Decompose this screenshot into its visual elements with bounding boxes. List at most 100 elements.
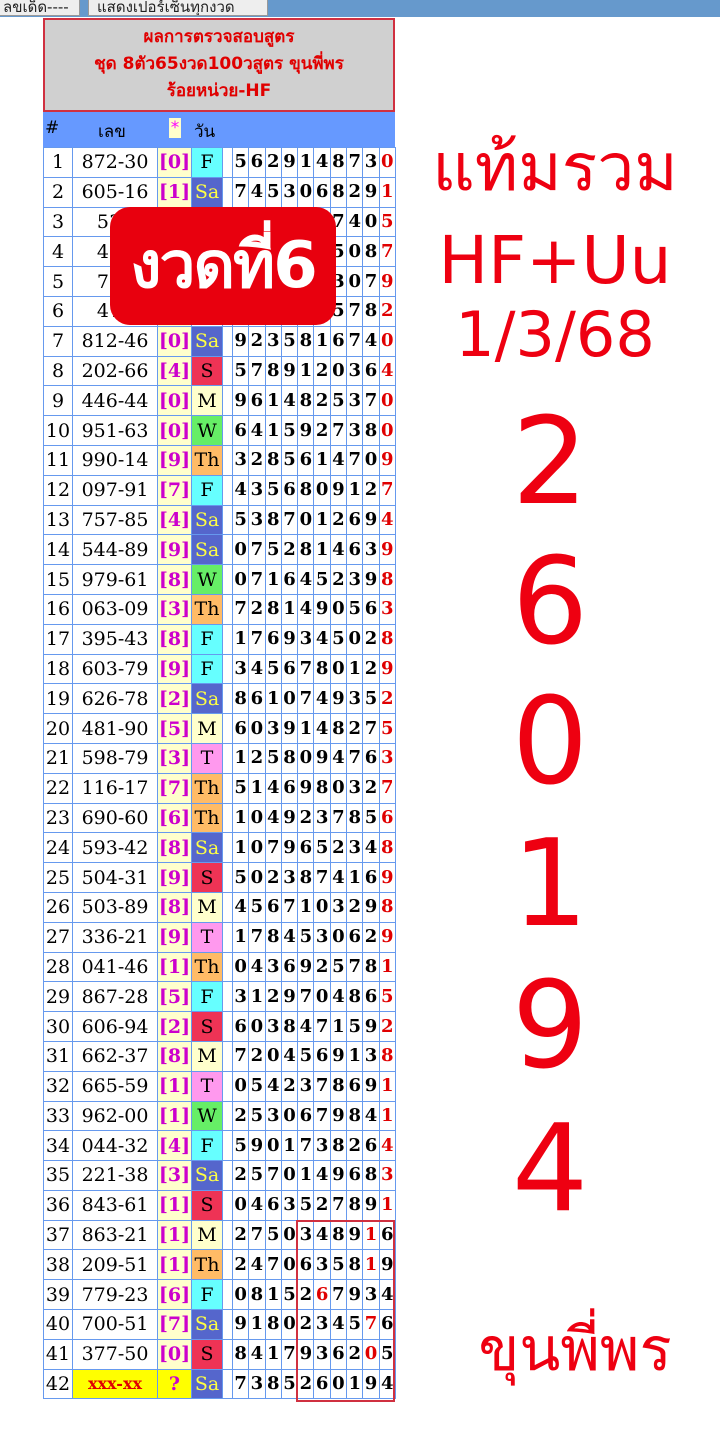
row-bracket: [5] [157,713,192,744]
row-digit: 2 [280,534,299,566]
row-digit: 0 [280,1100,299,1132]
row-digit: 5 [378,1338,396,1370]
row-digit: 4 [313,147,331,178]
row-digit: 8 [329,147,348,178]
row-digit: 8 [378,891,396,923]
row-digit: 7 [280,1338,299,1370]
row-digit: 5 [362,802,380,834]
row-digit: 4 [264,802,282,834]
row-bracket: [8] [157,623,192,655]
row-bracket: [4] [157,504,192,536]
results-table: 1 872-30 [0] F 5 6 2 9 1 4 8 7 3 0 2 605-16 [1] Sa 7 4 5 3 0 6 8… [43,147,396,1400]
table-row: 34 044-32 [4] F 5 9 0 1 7 3 8 2 6 4 [43,1130,396,1162]
row-digit: 6 [346,534,364,566]
row-digit: 1 [313,504,331,536]
row-digit: 5 [264,742,282,774]
row-digit: 4 [297,593,315,625]
row-digit: 2 [248,325,266,357]
row-digit: 0 [231,1279,250,1311]
row-spacer [222,1249,233,1281]
row-digit: 6 [362,862,380,893]
row-day: M [191,891,223,923]
table-row: 1 872-30 [0] F 5 6 2 9 1 4 8 7 3 0 [43,147,396,178]
row-digit: 6 [280,564,299,595]
row-index: 40 [43,1309,73,1340]
row-digit: 1 [231,802,250,834]
row-day: W [191,415,223,446]
row-digit: 8 [231,683,250,715]
row-digit: 9 [329,1160,348,1191]
row-bracket: [2] [157,1011,192,1042]
row-digit: 4 [378,1368,396,1400]
row-digit: 8 [297,474,315,506]
row-digit: 6 [231,1011,250,1042]
row-digit: 7 [362,713,380,744]
row-day: S [191,1189,223,1221]
row-digit: 1 [313,444,331,476]
row-digit: 6 [280,772,299,804]
row-bracket: [1] [157,176,192,208]
row-spacer [222,415,233,446]
row-digit: 9 [280,832,299,864]
row-number: 690-60 [72,802,158,834]
row-day: Sa [191,325,223,357]
row-digit: 6 [248,683,266,715]
row-digit: 4 [313,1219,331,1251]
row-digit: 4 [329,444,348,476]
table-row: 31 662-37 [8] M 7 2 0 4 5 6 9 1 3 8 [43,1040,396,1072]
row-digit: 7 [362,266,380,297]
table-row: 39 779-23 [6] F 0 8 1 5 2 6 7 9 3 4 [43,1279,396,1311]
row-spacer [222,981,233,1013]
row-digit: 0 [378,415,396,446]
row-digit: 6 [297,444,315,476]
row-digit: 5 [346,593,364,625]
row-digit: 2 [248,593,266,625]
lucky-number-button[interactable]: ลขเด็ด---- [0,0,80,16]
row-digit: 8 [378,564,396,595]
row-digit: 9 [297,415,315,446]
row-digit: 7 [248,1219,266,1251]
row-index: 21 [43,742,73,774]
row-digit: 3 [346,683,364,715]
row-digit: 5 [231,355,250,387]
row-digit: 4 [313,713,331,744]
row-digit: 7 [280,891,299,923]
row-digit: 8 [329,713,348,744]
row-digit: 1 [231,742,250,774]
row-bracket: [7] [157,474,192,506]
row-day: T [191,742,223,774]
row-number: xxx-xx [72,1368,158,1400]
row-digit: 0 [231,1070,250,1102]
row-index: 8 [43,355,73,387]
row-digit: 5 [248,1100,266,1132]
row-index: 36 [43,1189,73,1221]
row-digit: 3 [280,1189,299,1221]
row-day: F [191,1279,223,1311]
row-number: 336-21 [72,921,158,953]
row-bracket: [8] [157,832,192,864]
show-percent-button[interactable]: แสดงเปอร์เซ็นทุกงวด [88,0,268,16]
row-digit: 7 [378,236,396,268]
row-digit: 7 [297,981,315,1013]
row-day: F [191,1130,223,1162]
row-spacer [222,1189,233,1221]
row-index: 7 [43,325,73,357]
row-index: 41 [43,1338,73,1370]
row-digit: 1 [346,1368,364,1400]
row-spacer [222,564,233,595]
row-digit: 7 [231,1368,250,1400]
row-bracket: [1] [157,1219,192,1251]
table-row: 19 626-78 [2] Sa 8 6 1 0 7 4 9 3 5 2 [43,683,396,715]
row-digit: 7 [346,742,364,774]
row-number: 979-61 [72,564,158,595]
row-spacer [222,891,233,923]
row-digit: 3 [231,653,250,685]
row-digit: 9 [231,325,250,357]
row-digit: 9 [362,504,380,536]
row-digit: 4 [378,1130,396,1162]
row-digit: 7 [362,385,380,417]
row-digit: 6 [297,1100,315,1132]
row-digit: 3 [378,1160,396,1191]
row-spacer [222,593,233,625]
row-digit: 4 [329,981,348,1013]
